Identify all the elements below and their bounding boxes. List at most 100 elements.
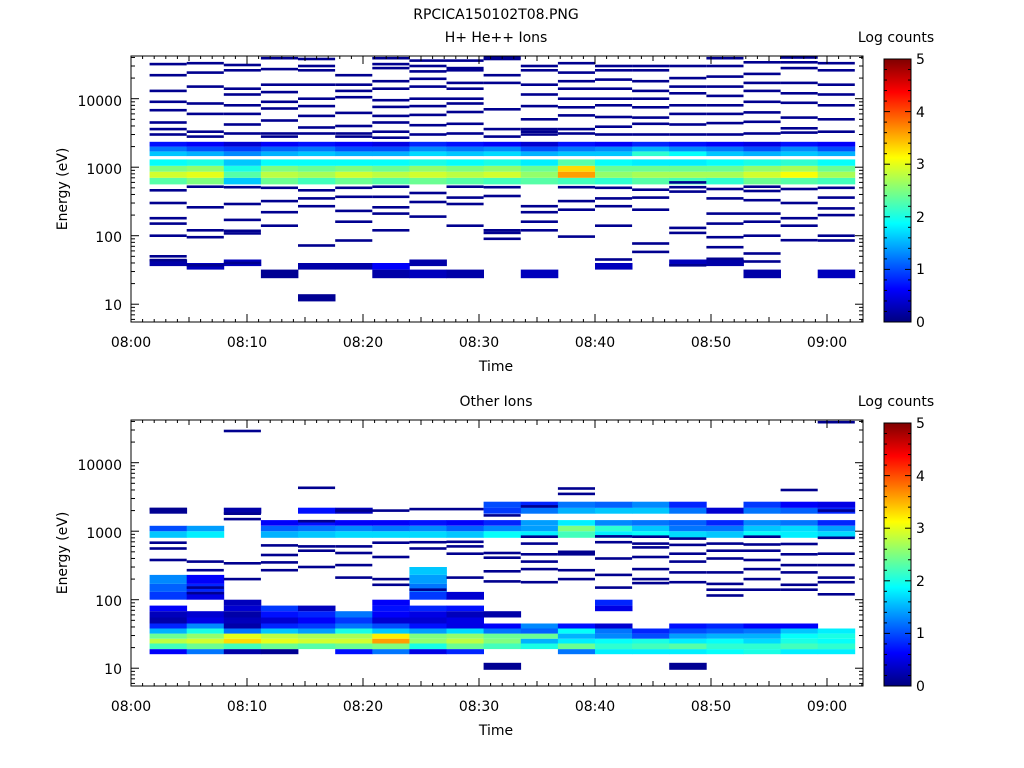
heatmap-line xyxy=(632,79,670,83)
heatmap-cell xyxy=(595,146,633,152)
heatmap-line xyxy=(446,66,484,70)
heatmap-cell xyxy=(372,611,410,618)
heatmap-cell xyxy=(743,501,781,508)
heatmap-line xyxy=(743,111,781,114)
colorbar-tick-1: 1 xyxy=(916,626,925,642)
heatmap-line xyxy=(260,107,298,110)
heatmap-cell xyxy=(186,643,225,650)
heatmap-line xyxy=(335,73,373,77)
x-tick-label-0850: 08:50 xyxy=(691,335,731,351)
heatmap-line xyxy=(186,591,224,595)
heatmap-line xyxy=(186,229,224,232)
heatmap-cell xyxy=(520,520,559,526)
heatmap-line xyxy=(335,576,373,579)
heatmap-cell xyxy=(706,531,744,538)
heatmap-cell xyxy=(335,171,373,178)
heatmap-cell xyxy=(149,617,188,624)
heatmap-line xyxy=(817,104,855,107)
heatmap-line xyxy=(409,507,447,511)
heatmap-cell xyxy=(520,623,559,629)
heatmap-cell xyxy=(743,507,781,514)
heatmap-cell xyxy=(743,633,781,639)
heatmap-line xyxy=(632,116,670,119)
heatmap-cell xyxy=(298,165,336,172)
heatmap-cell xyxy=(149,146,188,152)
heatmap-line xyxy=(780,216,818,220)
heatmap-line xyxy=(372,105,410,109)
heatmap-line xyxy=(706,112,744,116)
heatmap-cell xyxy=(372,638,410,644)
heatmap-line xyxy=(706,212,744,215)
heatmap-cell xyxy=(669,531,707,538)
heatmap-cell xyxy=(446,611,484,618)
heatmap-cell xyxy=(446,617,484,624)
heatmap-line xyxy=(409,588,447,591)
heatmap-line xyxy=(743,567,781,571)
heatmap-cell xyxy=(780,638,819,644)
heatmap-cell xyxy=(595,263,633,270)
heatmap-line xyxy=(520,127,558,131)
heatmap-cell xyxy=(223,177,262,185)
heatmap-cell xyxy=(706,643,744,650)
heatmap-cell xyxy=(817,633,856,639)
heatmap-cell xyxy=(446,591,484,600)
panel-title: Other Ions xyxy=(459,394,532,410)
heatmap-cell xyxy=(260,605,299,612)
heatmap-line xyxy=(817,93,855,96)
heatmap-line xyxy=(706,104,744,107)
heatmap-cell xyxy=(372,531,410,538)
heatmap-line xyxy=(149,258,187,262)
heatmap-line xyxy=(260,67,298,71)
heatmap-cell xyxy=(409,269,447,279)
heatmap-cell xyxy=(186,525,225,532)
heatmap-line xyxy=(743,72,781,76)
heatmap-line xyxy=(743,198,781,202)
colorbar-tick-4: 4 xyxy=(916,105,925,121)
heatmap-cell xyxy=(223,617,262,624)
heatmap-cell xyxy=(298,623,336,629)
heatmap-line xyxy=(372,114,410,118)
heatmap-line xyxy=(149,558,187,562)
heatmap-cell xyxy=(520,141,559,147)
heatmap-cell xyxy=(817,643,856,650)
heatmap-line xyxy=(595,586,633,589)
heatmap-line xyxy=(372,229,410,232)
heatmap-cell xyxy=(706,151,744,157)
heatmap-line xyxy=(595,87,633,90)
heatmap-cell xyxy=(260,649,299,655)
x-tick-label-0840: 08:40 xyxy=(575,335,615,351)
heatmap-line xyxy=(483,229,521,232)
heatmap-line xyxy=(149,73,187,77)
heatmap-line xyxy=(743,252,781,255)
heatmap-cell xyxy=(298,531,336,538)
heatmap-line xyxy=(446,507,484,511)
heatmap-line xyxy=(520,553,558,556)
heatmap-cell xyxy=(372,177,410,185)
heatmap-line xyxy=(149,201,187,205)
heatmap-cell xyxy=(632,649,670,655)
heatmap-cell xyxy=(446,638,484,644)
heatmap-cell xyxy=(149,649,188,655)
heatmap-line xyxy=(260,224,298,227)
heatmap-cell xyxy=(409,177,447,185)
heatmap-cell xyxy=(669,525,707,532)
heatmap-cell xyxy=(669,171,707,178)
heatmap-cell xyxy=(372,146,410,152)
heatmap-cell xyxy=(780,649,819,655)
heatmap-line xyxy=(595,258,633,261)
heatmap-cell xyxy=(520,151,559,157)
heatmap-cell xyxy=(595,171,633,178)
x-tick-label-0820: 08:20 xyxy=(343,699,383,715)
heatmap-cell xyxy=(149,177,188,185)
heatmap-line xyxy=(223,132,261,135)
heatmap-line xyxy=(149,133,187,136)
heatmap-cell xyxy=(260,269,299,279)
heatmap-line xyxy=(446,110,484,114)
heatmap-cell xyxy=(223,599,262,606)
heatmap-cell xyxy=(298,171,336,178)
heatmap-cell xyxy=(780,633,819,639)
heatmap-line xyxy=(446,97,484,100)
heatmap-line xyxy=(223,232,261,235)
heatmap-cell xyxy=(557,151,596,157)
y-tick-label-100: 100 xyxy=(95,230,122,246)
